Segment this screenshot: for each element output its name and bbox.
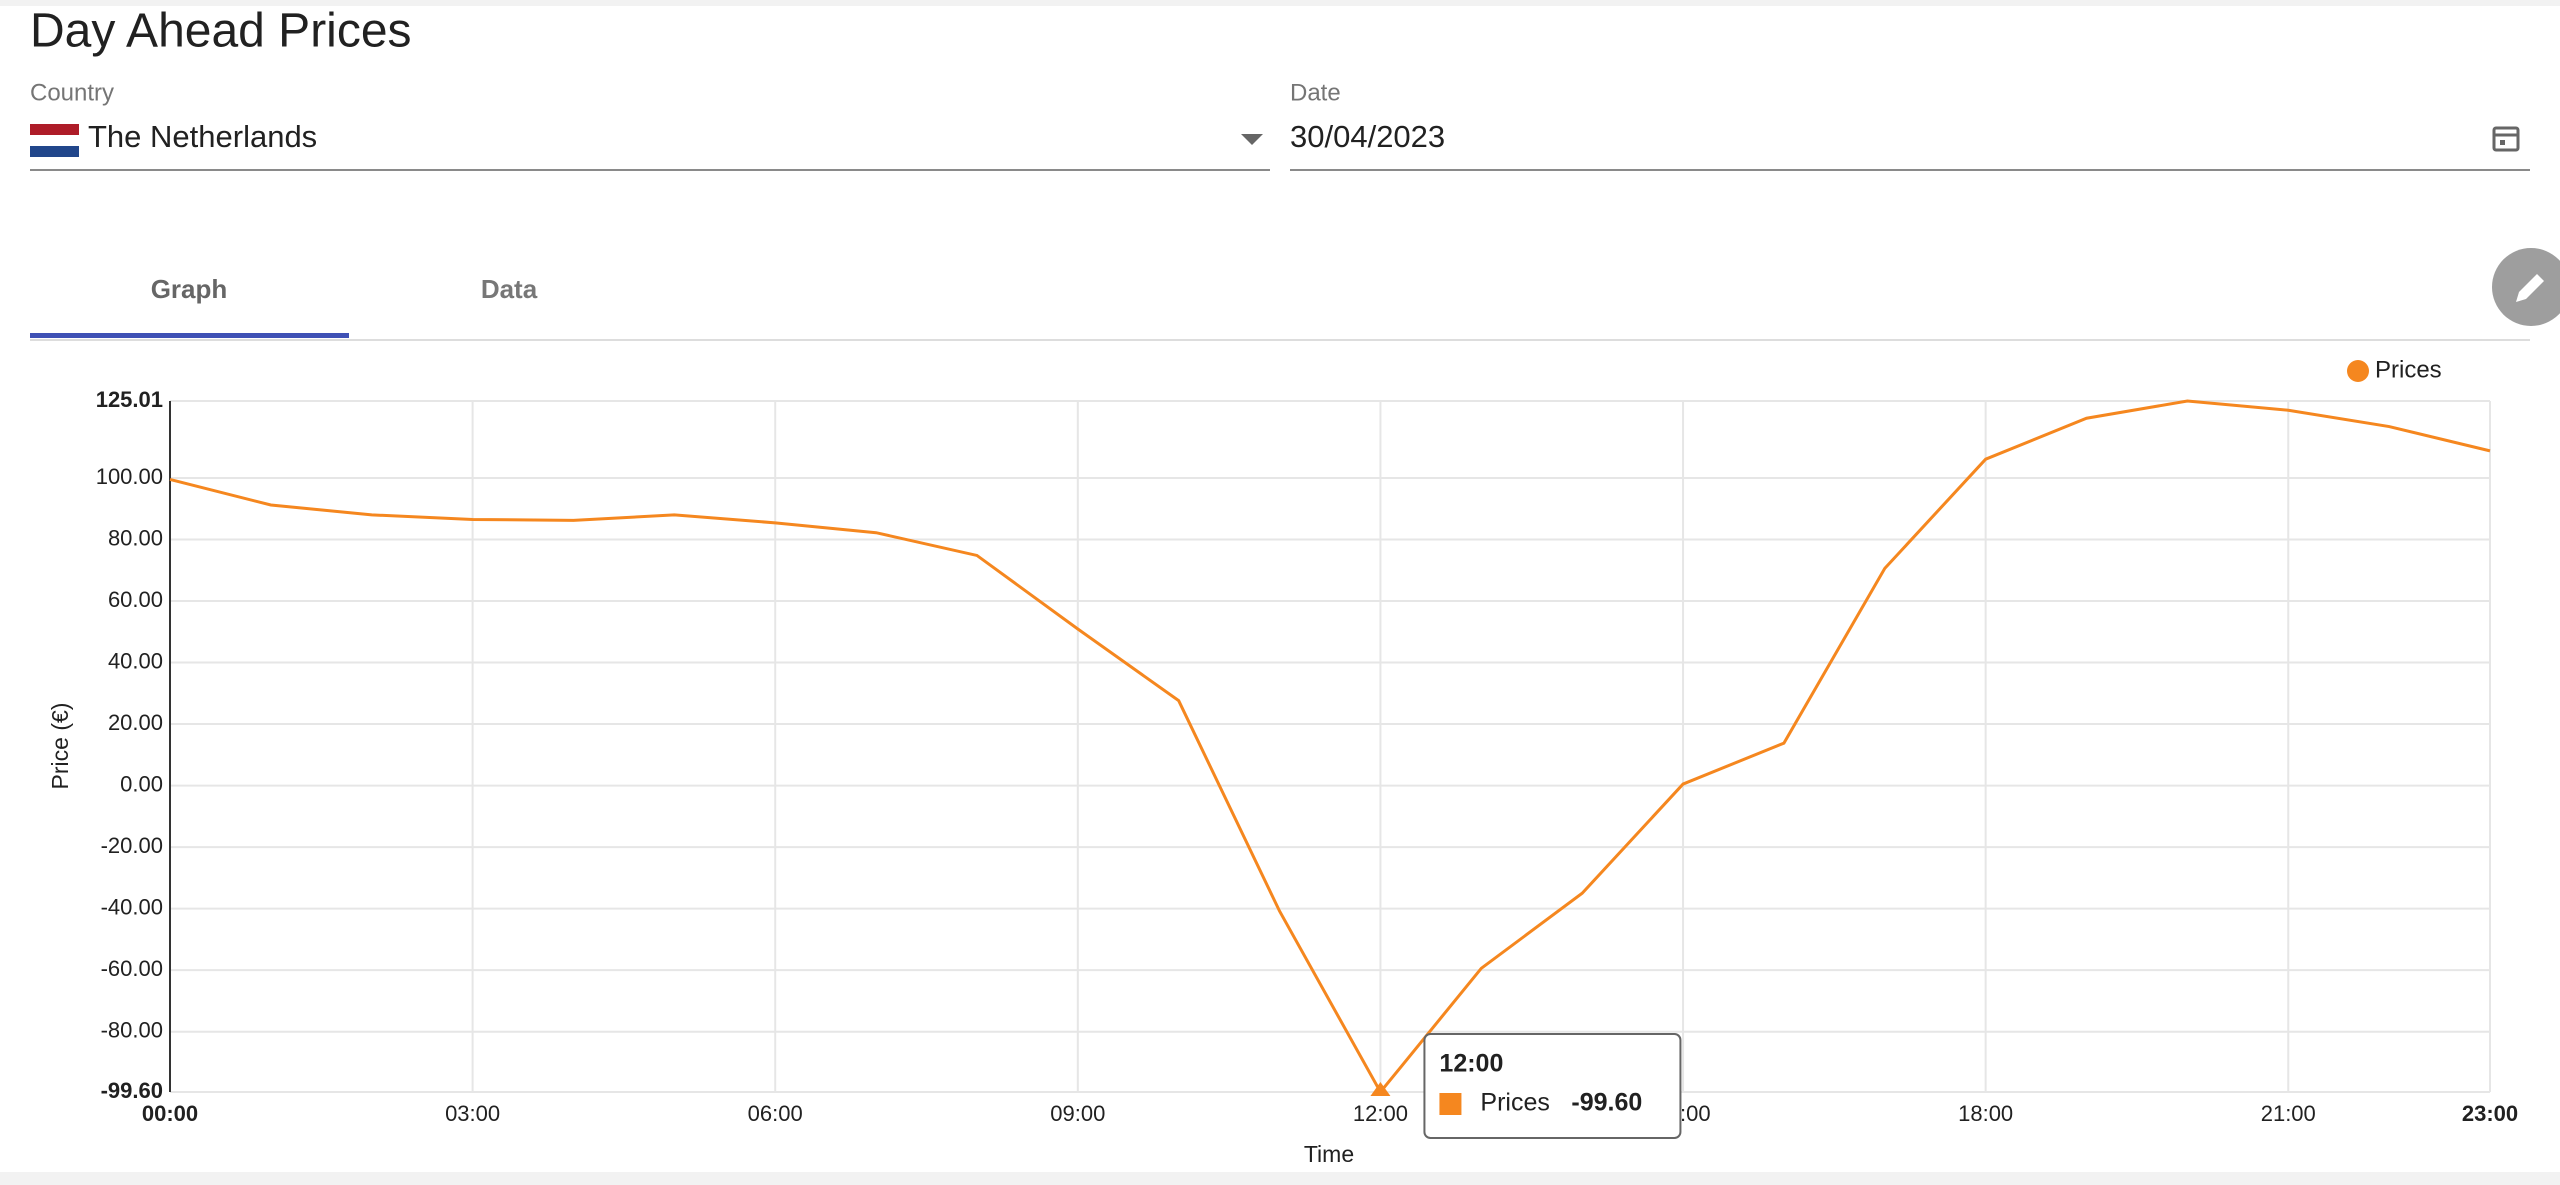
x-tick-label: 23:00	[2462, 1101, 2518, 1126]
date-value: 30/04/2023	[1290, 119, 1445, 154]
x-tick-label: 18:00	[1958, 1101, 2013, 1126]
x-axis-label: Time	[1304, 1141, 1354, 1167]
y-tick-label: -99.60	[101, 1078, 163, 1103]
y-tick-label: 40.00	[108, 648, 163, 673]
plot: -99.60 -80.00 -60.00 -40.00 -20.00 0.00 20.00 4…	[96, 356, 2518, 1139]
y-axis-label: Price (€)	[47, 703, 73, 790]
flag-blue	[30, 146, 79, 157]
y-tick-label: 0.00	[120, 771, 163, 796]
y-tick-label: 60.00	[108, 587, 163, 612]
y-tick-label: 80.00	[108, 525, 163, 550]
tooltip-title: 12:00	[1439, 1050, 1503, 1078]
y-tick-label: 125.01	[96, 387, 163, 412]
date-field[interactable]: 30/04/2023	[1290, 119, 2530, 171]
tooltip-box	[1423, 1033, 1682, 1139]
x-tick-label: 09:00	[1050, 1101, 1105, 1126]
country-select[interactable]: The Netherlands	[30, 119, 1270, 171]
legend-label: Prices	[2375, 356, 2442, 383]
x-tick-label: 06:00	[748, 1101, 803, 1126]
pencil-icon	[2516, 274, 2544, 302]
tab-data[interactable]: Data	[481, 274, 538, 304]
tooltip: 12:00 Prices -99.60	[1423, 1033, 1682, 1139]
y-tick-label: 100.00	[96, 464, 163, 489]
country-label: Country	[30, 79, 114, 106]
tab-graph[interactable]: Graph	[151, 274, 228, 304]
tooltip-swatch	[1439, 1093, 1462, 1115]
flag-white	[30, 135, 79, 146]
flag-red	[30, 124, 79, 135]
page-title: Day Ahead Prices	[30, 5, 412, 58]
y-tick-label: -80.00	[101, 1018, 163, 1043]
x-tick-label: 12:00	[1353, 1101, 1408, 1126]
calendar-icon[interactable]	[2492, 126, 2520, 152]
legend-marker	[2347, 360, 2369, 382]
y-tick-label: -20.00	[101, 833, 163, 858]
top-strip	[0, 0, 2560, 6]
y-tick-label: 20.00	[108, 710, 163, 735]
date-label: Date	[1290, 79, 1341, 106]
tooltip-series: Prices	[1480, 1089, 1549, 1117]
country-value: The Netherlands	[88, 119, 317, 154]
x-tick-label: 21:00	[2261, 1101, 2316, 1126]
x-tick-label: 00:00	[142, 1101, 198, 1126]
edit-button[interactable]	[2492, 248, 2560, 326]
tab-indicator	[30, 333, 349, 338]
price-line	[169, 399, 2491, 1095]
calendar-day	[2500, 140, 2505, 145]
dropdown-arrow	[1241, 134, 1263, 145]
x-tick-label: 03:00	[445, 1101, 500, 1126]
y-tick-label: -40.00	[101, 894, 163, 919]
tooltip-value: -99.60	[1571, 1089, 1642, 1117]
bottom-strip	[0, 1172, 2560, 1185]
hover-marker	[1370, 1082, 1391, 1096]
calendar-body	[2492, 126, 2520, 152]
y-tick-label: -60.00	[101, 956, 163, 981]
